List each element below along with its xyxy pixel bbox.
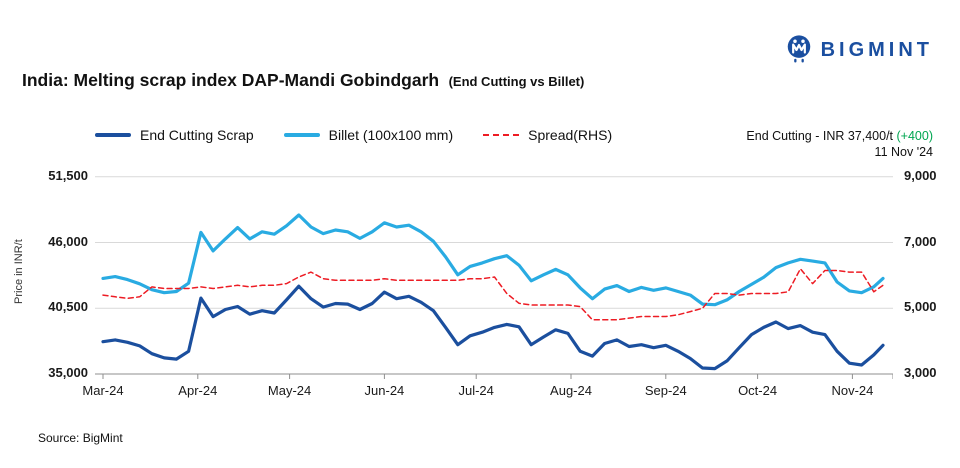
source-note: Source: BigMint — [38, 431, 123, 445]
x-axis-month-tick: May-24 — [267, 383, 312, 398]
y-axis-right-tick: 7,000 — [904, 233, 937, 249]
y-axis-left-tick: 51,500 — [48, 167, 88, 183]
annotation-date: 11 Nov '24 — [874, 145, 933, 159]
latest-value-annotation: End Cutting - INR 37,400/t (+400) 11 Nov… — [746, 128, 933, 160]
chart-title-main: India: Melting scrap index DAP-Mandi Gob… — [22, 70, 440, 90]
bigmint-logo-icon — [787, 35, 810, 63]
annotation-price-line: End Cutting - INR 37,400/t (+400) — [746, 128, 933, 144]
x-axis-month-tick: Sep-24 — [644, 383, 687, 398]
legend-item-spread: Spread(RHS) — [483, 127, 612, 143]
legend-item-billet: Billet (100x100 mm) — [283, 127, 454, 143]
x-axis-month-tick: Oct-24 — [738, 383, 778, 398]
y-axis-left-tick: 46,000 — [48, 233, 88, 249]
plot-svg — [95, 176, 893, 379]
billet-line-swatch — [283, 133, 320, 137]
y-axis-right-tick: 3,000 — [904, 365, 937, 380]
x-axis-month-tick: Nov-24 — [831, 383, 874, 398]
chart-title-suffix: (End Cutting vs Billet) — [448, 74, 585, 89]
x-axis-month-tick: Jun-24 — [364, 383, 405, 398]
annotation-price-text: End Cutting - INR 37,400/t — [746, 129, 897, 143]
chart-title: India: Melting scrap index DAP-Mandi Gob… — [22, 70, 584, 91]
y-axis-left-tick: 40,500 — [48, 299, 88, 315]
legend-label-spread: Spread(RHS) — [528, 127, 613, 143]
y-axis-right-tick: 9,000 — [904, 167, 937, 183]
x-axis-month-tick: Apr-24 — [178, 383, 218, 398]
bigmint-logo: BIGMINT — [784, 33, 933, 67]
chart-legend: End Cutting Scrap Billet (100x100 mm) Sp… — [95, 127, 612, 143]
x-axis-month-tick: Jul-24 — [458, 383, 494, 398]
y-axis-right-tick: 5,000 — [904, 299, 937, 315]
legend-label-end-cutting: End Cutting Scrap — [140, 127, 254, 143]
y-axis-left-tick: 35,000 — [48, 365, 88, 380]
x-axis-month-tick: Aug-24 — [550, 383, 592, 398]
y-axis-title: Price in INR/t — [13, 239, 25, 305]
legend-label-billet: Billet (100x100 mm) — [328, 127, 454, 143]
x-axis-month-tick: Mar-24 — [82, 383, 124, 398]
spread-line-swatch — [483, 134, 520, 136]
legend-item-end-cutting: End Cutting Scrap — [95, 127, 254, 143]
brand-name: BIGMINT — [820, 38, 933, 61]
annotation-change-badge: (+400) — [896, 129, 933, 143]
end-cutting-line-swatch — [95, 133, 131, 137]
